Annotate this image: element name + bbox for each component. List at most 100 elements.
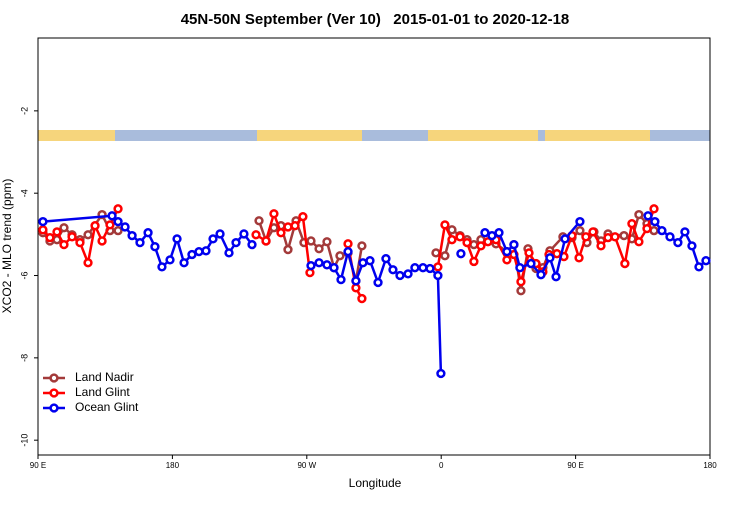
point — [603, 232, 613, 243]
point — [516, 286, 526, 296]
point — [157, 262, 167, 272]
x-tick-label: 180 — [703, 461, 717, 470]
point — [560, 234, 570, 244]
point — [322, 260, 332, 270]
point — [701, 256, 711, 266]
series — [38, 211, 711, 379]
x-tick-label: 180 — [166, 461, 180, 470]
point — [650, 216, 660, 227]
point — [552, 249, 562, 259]
point — [425, 263, 435, 274]
point — [456, 249, 466, 259]
point — [150, 242, 160, 252]
point — [113, 216, 123, 227]
y-tick-label: -10 — [19, 434, 29, 447]
point — [581, 232, 591, 242]
x-tick-label: 0 — [439, 461, 444, 470]
point — [502, 246, 512, 257]
point — [373, 277, 383, 288]
point — [194, 246, 204, 257]
point — [634, 237, 644, 247]
point — [536, 270, 546, 280]
x-tick-label: 90 E — [30, 461, 46, 470]
point — [483, 237, 493, 247]
point — [143, 228, 153, 238]
point — [440, 251, 450, 261]
point — [224, 248, 234, 258]
point — [357, 293, 367, 304]
point — [105, 220, 115, 230]
land-band — [38, 130, 115, 141]
point — [509, 239, 519, 250]
point — [38, 216, 48, 227]
point — [665, 232, 675, 242]
point — [276, 228, 286, 238]
point — [575, 216, 585, 227]
legend-label: Land Glint — [75, 385, 130, 399]
point — [38, 225, 48, 235]
point — [447, 235, 457, 245]
point — [642, 223, 652, 234]
point — [343, 239, 353, 249]
y-tick-label: -2 — [19, 107, 29, 115]
point — [314, 258, 324, 268]
point — [298, 212, 308, 222]
legend-marker — [49, 373, 59, 383]
point — [113, 226, 123, 236]
point — [365, 256, 375, 266]
point — [97, 236, 107, 246]
point — [45, 232, 55, 243]
point — [59, 239, 69, 250]
point — [335, 251, 345, 261]
point — [201, 246, 211, 256]
point — [627, 219, 637, 229]
point — [208, 234, 218, 244]
point — [502, 255, 512, 265]
y-axis-label: XCO2 - MLO trend (ppm) — [0, 179, 14, 314]
point — [261, 236, 271, 246]
point — [135, 237, 145, 248]
point — [619, 230, 629, 241]
point — [431, 248, 441, 258]
land-band — [545, 130, 650, 141]
point — [410, 263, 420, 273]
point — [322, 237, 332, 247]
point — [306, 260, 316, 271]
point — [127, 230, 137, 241]
ocean-band — [38, 130, 710, 141]
y-tick-label: -8 — [19, 354, 29, 362]
point — [524, 248, 534, 258]
point — [687, 241, 697, 251]
point — [269, 209, 279, 219]
point — [107, 211, 117, 221]
legend-label: Ocean Glint — [75, 400, 139, 414]
point — [476, 241, 486, 251]
point — [403, 269, 413, 279]
point — [515, 263, 525, 273]
point — [526, 258, 536, 269]
point — [67, 232, 77, 242]
point — [551, 272, 561, 282]
point — [336, 274, 346, 285]
point — [52, 227, 62, 237]
point — [480, 228, 490, 238]
point — [90, 221, 100, 231]
point — [545, 253, 555, 263]
point — [351, 276, 361, 286]
point — [120, 222, 130, 232]
point — [433, 262, 443, 272]
point — [469, 256, 479, 267]
point — [596, 241, 606, 251]
point — [575, 226, 585, 236]
map-strip — [38, 130, 710, 141]
point — [215, 229, 225, 239]
point — [283, 244, 293, 255]
x-tick-label: 90 E — [567, 461, 583, 470]
point — [694, 262, 704, 272]
point — [620, 258, 630, 269]
point — [643, 211, 653, 221]
legend-marker — [49, 403, 59, 413]
point — [59, 223, 69, 233]
land-band — [257, 130, 362, 141]
